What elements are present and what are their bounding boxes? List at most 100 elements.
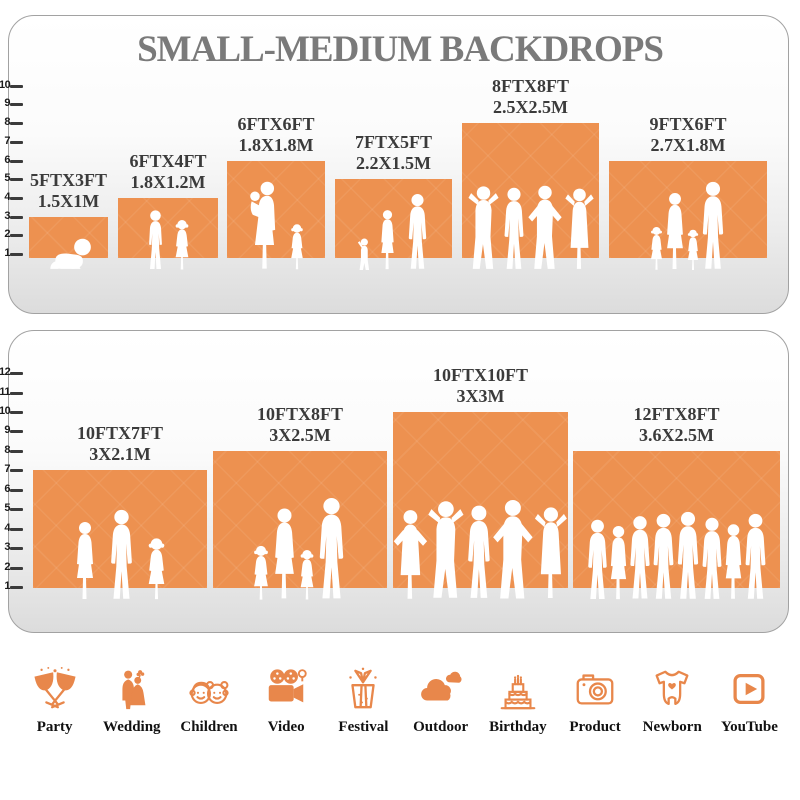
man-silhouette: [504, 187, 523, 269]
ruler-tick: [10, 122, 23, 126]
backdrop-rect: [227, 160, 325, 258]
ruler-tick: [10, 430, 23, 434]
category-item-video: Video: [248, 666, 325, 736]
outdoor-icon: [418, 666, 464, 712]
backdrop-size-m: 3X3M: [456, 385, 505, 406]
ruler-tick: [10, 159, 23, 163]
category-label: Newborn: [642, 719, 702, 735]
backdrop-size-m: 2.5X2.5M: [493, 97, 568, 118]
backdrop-size-ft: 10FTX7FT: [76, 423, 163, 444]
category-item-outdoor: Outdoor: [402, 666, 479, 736]
man-silhouette: [653, 513, 673, 599]
ruler-number: 8: [4, 116, 10, 129]
backdrop-size-m: 2.2X1.5M: [356, 153, 431, 174]
girl-silhouette: [148, 538, 165, 600]
ruler-tick: [10, 469, 23, 473]
category-item-wedding: Wedding: [93, 666, 170, 736]
ruler-tick: [10, 234, 23, 238]
category-label: Wedding: [103, 719, 161, 735]
backdrop-label: 10FTX7FT 3X2.1M: [13, 423, 227, 465]
page-title: SMALL-MEDIUM BACKDROPS: [137, 29, 664, 70]
woman-silhouette: [725, 524, 741, 599]
backdrop-rect: [213, 450, 387, 588]
backdrop-size-ft: 8FTX8FT: [491, 76, 569, 97]
silhouette-group: [33, 509, 207, 601]
ruler-number: 5: [4, 502, 10, 515]
ruler-tick: [10, 140, 23, 144]
ruler-number: 3: [4, 209, 10, 222]
category-item-children: Children: [170, 666, 247, 736]
ruler-number: 7: [4, 134, 10, 147]
boy-silhouette: [148, 210, 162, 269]
ruler-number: 6: [4, 153, 10, 166]
ruler-tick: [10, 215, 23, 219]
category-label: Birthday: [489, 719, 547, 735]
girl-silhouette: [290, 224, 303, 270]
ruler-tick: [10, 253, 23, 256]
ruler-number: 1: [4, 247, 10, 259]
backdrop-label: 9FTX6FT 2.7X1.8M: [589, 114, 787, 156]
ruler-tick: [10, 196, 23, 200]
category-item-newborn: Newborn: [634, 666, 711, 736]
ruler-tick: [10, 449, 23, 453]
backdrop-size-ft: 12FTX8FT: [633, 403, 720, 424]
man-silhouette: [468, 505, 490, 598]
man-silhouette: [745, 513, 765, 599]
wedding-icon: [109, 666, 155, 712]
backdrop-label: 7FTX5FT 2.2X1.5M: [315, 132, 472, 174]
birthday-icon: [495, 666, 541, 712]
woman-silhouette: [666, 192, 683, 270]
backdrop-rect: [335, 179, 452, 258]
category-label: YouTube: [720, 719, 778, 735]
man-hips-silhouette: [493, 499, 533, 599]
silhouette-group: [462, 185, 599, 271]
silhouette-group: [573, 511, 780, 601]
category-item-product: Product: [556, 666, 633, 736]
girl-silhouette: [175, 220, 188, 270]
woman-silhouette: [610, 525, 626, 600]
category-item-party: Party: [16, 666, 93, 736]
man-pose-silhouette: [428, 501, 464, 598]
backdrop-label: 12FTX8FT 3.6X2.5M: [553, 404, 800, 446]
ruler-number: 7: [4, 463, 10, 476]
ruler-tick: [10, 488, 23, 492]
silhouette-group: [118, 209, 218, 271]
ruler-tick: [10, 566, 23, 570]
woman-pose-silhouette: [564, 188, 594, 269]
ruler-number: 12: [0, 366, 11, 379]
category-item-youtube: YouTube: [711, 666, 788, 736]
ruler-tick: [10, 410, 23, 414]
ruler-number: 2: [4, 560, 10, 573]
woman-silhouette: [380, 210, 394, 270]
ruler-number: 10: [0, 78, 11, 91]
backdrop-size-m: 2.7X1.8M: [650, 134, 726, 155]
silhouette-group: [213, 497, 387, 601]
category-item-birthday: Birthday: [479, 666, 556, 736]
ruler-tick: [10, 547, 23, 551]
children-icon: [186, 666, 232, 712]
man-silhouette: [408, 194, 426, 269]
silhouette-group: [609, 181, 767, 271]
man-pose-silhouette: [467, 186, 499, 269]
ruler-tick: [10, 508, 23, 512]
backdrop-rect: [118, 197, 218, 258]
backdrop-rect: [393, 411, 568, 588]
woman-pose-silhouette: [534, 507, 567, 598]
ruler-number: 6: [4, 482, 10, 495]
ruler-number: 11: [0, 385, 11, 398]
backdrop-label: 6FTX4FT 1.8X1.2M: [98, 151, 238, 193]
ruler-number: 5: [4, 172, 10, 185]
ruler-number: 9: [4, 424, 10, 437]
backdrop-size-m: 1.8X1.8M: [238, 134, 314, 155]
girl-silhouette: [687, 229, 698, 270]
category-label: Children: [180, 719, 238, 735]
category-label: Festival: [338, 719, 389, 735]
girl-silhouette: [300, 550, 314, 600]
backdrop-label: 8FTX8FT 2.5X2.5M: [442, 76, 619, 118]
backdrop-size-m: 3X2.5M: [269, 424, 331, 445]
woman-silhouette: [275, 508, 294, 599]
backdrop-label: 5FTX3FT 1.5X1M: [9, 170, 128, 212]
video-icon: [263, 666, 309, 712]
woman-baby-silhouette: [249, 181, 275, 269]
